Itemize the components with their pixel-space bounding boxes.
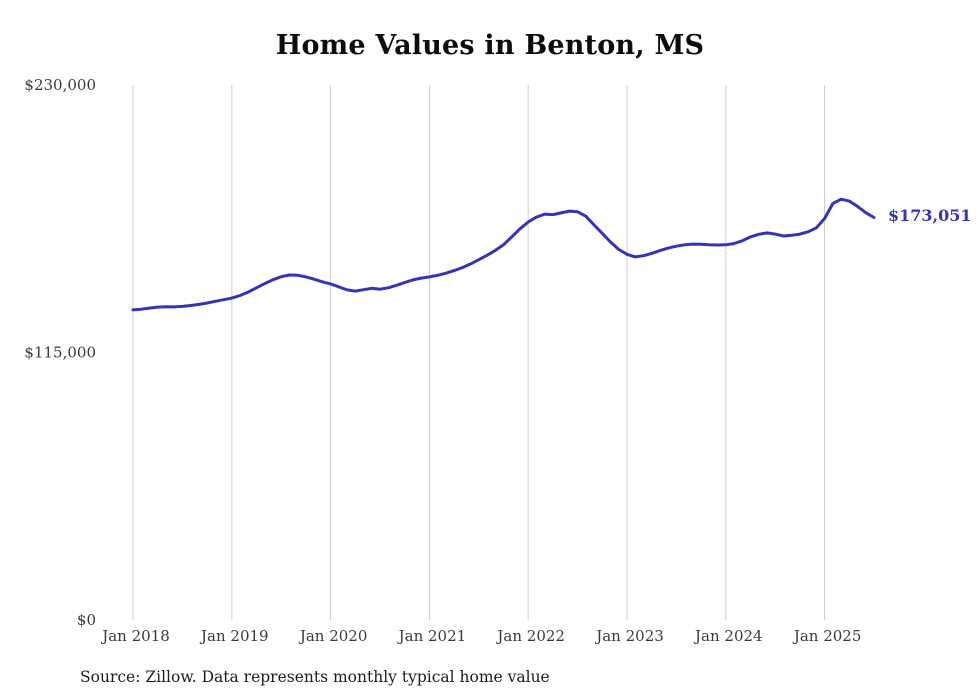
source-note: Source: Zillow. Data represents monthly … [80,668,550,686]
x-tick-label: Jan 2018 [100,627,170,645]
x-tick-label: Jan 2023 [594,627,664,645]
x-tick-label: Jan 2021 [397,627,467,645]
x-tick-label: Jan 2022 [495,627,565,645]
chart-title: Home Values in Benton, MS [275,30,705,61]
y-tick-label: $230,000 [24,76,96,94]
x-tick-label: Jan 2019 [199,627,269,645]
x-tick-label: Jan 2020 [298,627,368,645]
latest-value-label: $173,051 [888,206,972,226]
x-tick-label: Jan 2024 [693,627,763,645]
value-line [131,197,876,312]
y-tick-label: $0 [77,611,96,629]
x-tick-label: Jan 2025 [792,627,862,645]
y-tick-label: $115,000 [24,344,96,362]
